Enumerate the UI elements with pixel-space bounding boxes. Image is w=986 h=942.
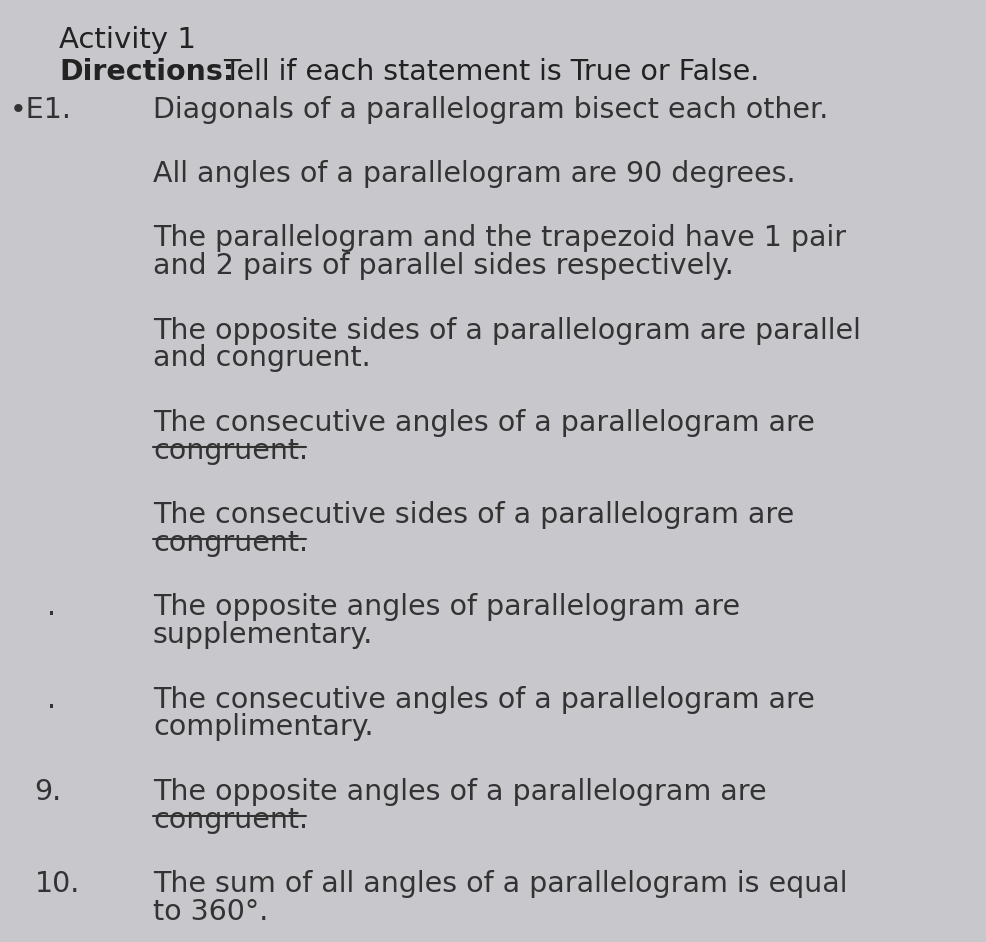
Text: The consecutive angles of a parallelogram are: The consecutive angles of a parallelogra… — [153, 686, 814, 714]
Text: congruent.: congruent. — [153, 436, 308, 464]
Text: congruent.: congruent. — [153, 528, 308, 557]
Text: to 360°.: to 360°. — [153, 898, 268, 926]
Text: Diagonals of a parallelogram bisect each other.: Diagonals of a parallelogram bisect each… — [153, 96, 827, 124]
Text: 10.: 10. — [35, 870, 80, 899]
Text: and congruent.: and congruent. — [153, 344, 371, 372]
Text: All angles of a parallelogram are 90 degrees.: All angles of a parallelogram are 90 deg… — [153, 160, 795, 188]
Text: and 2 pairs of parallel sides respectively.: and 2 pairs of parallel sides respective… — [153, 252, 734, 280]
Text: .: . — [47, 593, 56, 622]
Text: The sum of all angles of a parallelogram is equal: The sum of all angles of a parallelogram… — [153, 870, 847, 899]
Text: Tell if each statement is True or False.: Tell if each statement is True or False. — [215, 58, 759, 87]
Text: Activity 1: Activity 1 — [59, 26, 196, 55]
Text: The parallelogram and the trapezoid have 1 pair: The parallelogram and the trapezoid have… — [153, 224, 845, 252]
Text: The consecutive angles of a parallelogram are: The consecutive angles of a parallelogra… — [153, 409, 814, 437]
Text: The consecutive sides of a parallelogram are: The consecutive sides of a parallelogram… — [153, 501, 794, 529]
Text: The opposite sides of a parallelogram are parallel: The opposite sides of a parallelogram ar… — [153, 317, 860, 345]
Text: 9.: 9. — [35, 778, 62, 806]
Text: •E1.: •E1. — [10, 96, 72, 124]
Text: congruent.: congruent. — [153, 805, 308, 834]
Text: supplementary.: supplementary. — [153, 621, 373, 649]
Text: .: . — [47, 686, 56, 714]
Text: The opposite angles of parallelogram are: The opposite angles of parallelogram are — [153, 593, 740, 622]
Text: complimentary.: complimentary. — [153, 713, 374, 741]
Text: Directions:: Directions: — [59, 58, 234, 87]
Text: The opposite angles of a parallelogram are: The opposite angles of a parallelogram a… — [153, 778, 766, 806]
